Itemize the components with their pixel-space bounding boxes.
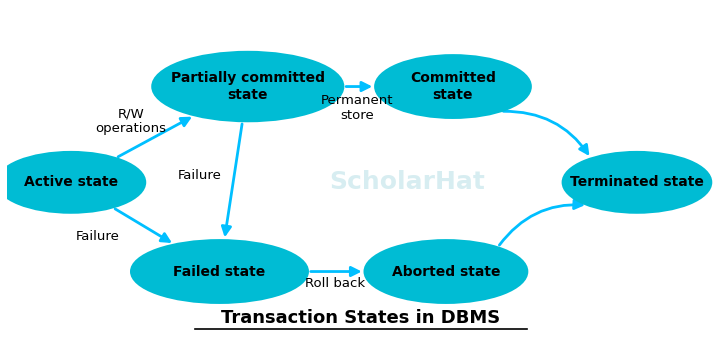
- Text: Permanent
store: Permanent store: [321, 94, 393, 122]
- Ellipse shape: [131, 240, 308, 303]
- Text: Transaction States in DBMS: Transaction States in DBMS: [222, 309, 500, 327]
- Text: R/W
operations: R/W operations: [95, 107, 167, 135]
- Text: Committed
state: Committed state: [410, 72, 496, 102]
- FancyArrowPatch shape: [115, 209, 170, 241]
- Text: Roll back: Roll back: [305, 277, 365, 290]
- Text: Failed state: Failed state: [173, 265, 266, 278]
- FancyArrowPatch shape: [222, 124, 242, 234]
- Ellipse shape: [152, 52, 344, 121]
- Ellipse shape: [375, 55, 531, 118]
- Text: Failure: Failure: [178, 169, 222, 182]
- FancyArrowPatch shape: [500, 200, 582, 245]
- Text: Terminated state: Terminated state: [570, 175, 704, 189]
- Text: Active state: Active state: [24, 175, 118, 189]
- Ellipse shape: [562, 152, 711, 213]
- Ellipse shape: [365, 240, 527, 303]
- Text: ScholarHat: ScholarHat: [329, 170, 485, 194]
- FancyArrowPatch shape: [346, 82, 369, 91]
- Text: Partially committed
state: Partially committed state: [171, 72, 325, 102]
- Text: Aborted state: Aborted state: [391, 265, 500, 278]
- FancyArrowPatch shape: [503, 111, 588, 154]
- FancyArrowPatch shape: [310, 268, 359, 276]
- FancyArrowPatch shape: [118, 118, 189, 157]
- Text: Failure: Failure: [76, 231, 120, 243]
- Ellipse shape: [0, 152, 145, 213]
